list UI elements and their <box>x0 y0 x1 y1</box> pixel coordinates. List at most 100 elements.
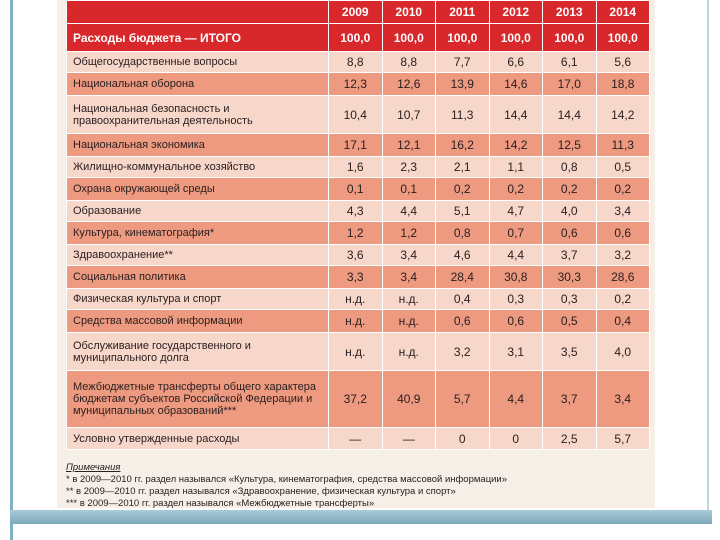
value-cell: 30,3 <box>542 265 597 289</box>
value-cell: 5,7 <box>435 370 490 428</box>
header-blank-cell <box>66 0 329 24</box>
value-cell: 10,7 <box>381 95 436 134</box>
value-cell: 0,6 <box>488 309 543 333</box>
value-cell: 4,0 <box>595 332 650 371</box>
value-cell: 6,6 <box>488 51 543 73</box>
value-cell: 6,1 <box>542 51 597 73</box>
value-cell: 14,2 <box>488 133 543 157</box>
value-cell: 8,8 <box>328 51 383 73</box>
note-line-1: * в 2009—2010 гг. раздел назывался «Куль… <box>66 474 508 485</box>
value-cell: 0,2 <box>488 177 543 201</box>
table-row: Здравоохранение** 3,6 3,4 4,6 4,4 3,7 3,2 <box>66 244 650 266</box>
value-cell: — <box>328 427 383 450</box>
year-header-2012: 2012 <box>488 0 543 24</box>
value-cell: 14,4 <box>488 95 543 134</box>
value-cell: н.д. <box>381 332 436 371</box>
value-cell: 0,4 <box>595 309 650 333</box>
value-cell: 12,1 <box>381 133 436 157</box>
value-cell: 4,7 <box>488 200 543 222</box>
value-cell: 0,8 <box>542 156 597 178</box>
value-cell: 3,4 <box>595 370 650 428</box>
row-label: Национальная оборона <box>66 72 329 96</box>
value-cell: 1,2 <box>381 221 436 245</box>
budget-table: 2009 2010 2011 2012 2013 2014 Расходы бюджета… <box>66 0 650 450</box>
total-value-cell: 100,0 <box>488 23 543 52</box>
value-cell: 0,2 <box>435 177 490 201</box>
row-label: Социальная политика <box>66 265 329 289</box>
value-cell: 0,3 <box>488 288 543 310</box>
value-cell: 0,4 <box>435 288 490 310</box>
value-cell: 0,2 <box>595 177 650 201</box>
value-cell: 0,7 <box>488 221 543 245</box>
value-cell: 0,5 <box>542 309 597 333</box>
row-label: Межбюджетные трансферты общего характера… <box>66 370 329 428</box>
value-cell: 5,7 <box>595 427 650 450</box>
value-cell: 2,1 <box>435 156 490 178</box>
row-label: Здравоохранение** <box>66 244 329 266</box>
value-cell: 40,9 <box>381 370 436 428</box>
table-row: Социальная политика 3,3 3,4 28,4 30,8 30,3 28,… <box>66 265 650 289</box>
value-cell: 30,8 <box>488 265 543 289</box>
value-cell: н.д. <box>381 309 436 333</box>
table-row: Национальная экономика 17,1 12,1 16,2 14,2 12… <box>66 133 650 157</box>
table-row: Национальная безопасность и правоохранит… <box>66 95 650 134</box>
value-cell: 12,5 <box>542 133 597 157</box>
row-label: Обслуживание государственного и муниципа… <box>66 332 329 371</box>
year-header-2013: 2013 <box>542 0 597 24</box>
value-cell: 8,8 <box>381 51 436 73</box>
value-cell: 2,3 <box>381 156 436 178</box>
row-label: Общегосударственные вопросы <box>66 51 329 73</box>
value-cell: 4,0 <box>542 200 597 222</box>
slide-frame-bottom <box>10 510 712 524</box>
total-value-cell: 100,0 <box>381 23 436 52</box>
value-cell: 1,2 <box>328 221 383 245</box>
value-cell: 10,4 <box>328 95 383 134</box>
value-cell: н.д. <box>328 309 383 333</box>
note-line-3: *** в 2009—2010 гг. раздел назывался «Ме… <box>66 498 375 509</box>
total-value-cell: 100,0 <box>328 23 383 52</box>
value-cell: 4,4 <box>381 200 436 222</box>
table-row: Жилищно-коммунальное хозяйство 1,6 2,3 2,1 1… <box>66 156 650 178</box>
value-cell: 13,9 <box>435 72 490 96</box>
value-cell: 3,3 <box>328 265 383 289</box>
table-row: Общегосударственные вопросы 8,8 8,8 7,7 6,6 6… <box>66 51 650 73</box>
table-row: Охрана окружающей среды 0,1 0,1 0,2 0,2 0,2 0,… <box>66 177 650 201</box>
value-cell: — <box>381 427 436 450</box>
value-cell: 3,7 <box>542 370 597 428</box>
value-cell: 3,1 <box>488 332 543 371</box>
total-row-label: Расходы бюджета — ИТОГО <box>66 23 329 52</box>
row-label: Средства массовой информации <box>66 309 329 333</box>
value-cell: н.д. <box>381 288 436 310</box>
value-cell: 1,6 <box>328 156 383 178</box>
value-cell: 14,6 <box>488 72 543 96</box>
value-cell: н.д. <box>328 288 383 310</box>
value-cell: н.д. <box>328 332 383 371</box>
table-row: Средства массовой информации н.д. н.д. 0,6 0… <box>66 309 650 333</box>
value-cell: 16,2 <box>435 133 490 157</box>
table-row: Межбюджетные трансферты общего характера… <box>66 370 650 428</box>
row-label: Физическая культура и спорт <box>66 288 329 310</box>
table-header-row: 2009 2010 2011 2012 2013 2014 <box>66 0 650 24</box>
value-cell: 0,1 <box>328 177 383 201</box>
value-cell: 0,3 <box>542 288 597 310</box>
value-cell: 18,8 <box>595 72 650 96</box>
value-cell: 11,3 <box>435 95 490 134</box>
value-cell: 17,0 <box>542 72 597 96</box>
value-cell: 0,8 <box>435 221 490 245</box>
value-cell: 1,1 <box>488 156 543 178</box>
value-cell: 0,6 <box>595 221 650 245</box>
slide-frame-left <box>10 0 13 540</box>
note-line-2: ** в 2009—2010 гг. раздел назывался «Здр… <box>66 486 456 497</box>
year-header-2009: 2009 <box>328 0 383 24</box>
value-cell: 3,4 <box>381 265 436 289</box>
value-cell: 3,6 <box>328 244 383 266</box>
value-cell: 3,4 <box>595 200 650 222</box>
row-label: Образование <box>66 200 329 222</box>
total-value-cell: 100,0 <box>595 23 650 52</box>
row-label: Охрана окружающей среды <box>66 177 329 201</box>
year-header-2011: 2011 <box>435 0 490 24</box>
value-cell: 0 <box>435 427 490 450</box>
value-cell: 3,7 <box>542 244 597 266</box>
value-cell: 37,2 <box>328 370 383 428</box>
row-label: Условно утвержденные расходы <box>66 427 329 450</box>
